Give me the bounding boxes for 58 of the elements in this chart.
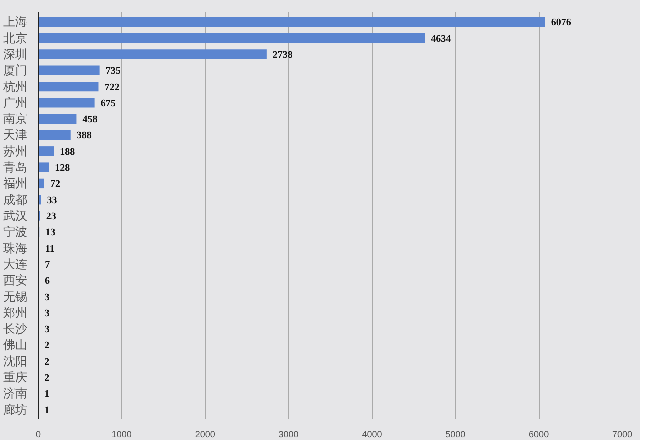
data-label: 6076 [551, 18, 572, 29]
y-tick-label: 佛山 [4, 338, 28, 352]
y-tick-label: 郑州 [4, 306, 28, 320]
data-label: 388 [76, 130, 92, 142]
data-label: 13 [46, 228, 56, 239]
y-tick-label: 上海 [4, 15, 28, 30]
data-label: 3 [44, 324, 50, 336]
data-label: 7 [45, 260, 50, 271]
y-tick-label: 西安 [4, 274, 28, 288]
y-tick-label: 青岛 [4, 160, 28, 175]
y-tick-label: 宁波 [4, 225, 28, 240]
x-tick-label: 0 [36, 430, 42, 440]
data-label: 2 [44, 340, 50, 352]
y-tick-label: 长沙 [4, 322, 28, 336]
x-tick-label: 4000 [362, 430, 382, 440]
x-tick-label: 2000 [195, 430, 216, 440]
y-tick-label: 苏州 [4, 144, 28, 158]
y-tick-label: 珠海 [4, 241, 28, 256]
data-label: 188 [60, 146, 76, 158]
data-label: 722 [104, 82, 120, 94]
y-tick-label: 成都 [4, 192, 28, 207]
data-label: 1 [44, 405, 50, 416]
data-label: 4634 [431, 34, 452, 45]
data-label: 72 [50, 179, 61, 190]
data-label: 735 [106, 66, 121, 78]
y-tick-label: 武汉 [4, 209, 28, 223]
y-tick-label: 广州 [4, 96, 28, 110]
y-tick-label: 北京 [4, 31, 28, 46]
y-tick-label: 厦门 [4, 64, 28, 78]
data-label: 128 [55, 163, 70, 174]
x-tick-label: 1000 [112, 430, 132, 440]
x-tick-label: 5000 [446, 430, 466, 440]
data-label: 23 [46, 212, 56, 222]
y-tick-label: 深圳 [4, 47, 28, 62]
data-label: 1 [44, 389, 50, 400]
y-tick-label: 福州 [4, 176, 28, 191]
x-tick-label: 6000 [529, 430, 550, 440]
data-label: 3 [44, 292, 50, 304]
data-label: 33 [47, 195, 58, 206]
y-tick-label: 天津 [4, 128, 28, 142]
y-tick-label: 廊坊 [4, 402, 28, 417]
y-tick-label: 南京 [4, 112, 28, 126]
data-label: 458 [82, 114, 98, 126]
x-tick-label: 3000 [278, 430, 299, 440]
data-label: 2 [44, 373, 50, 384]
data-label: 675 [100, 98, 116, 110]
data-label: 2738 [272, 50, 293, 61]
y-tick-label: 无锡 [4, 290, 28, 304]
data-label: 11 [45, 244, 55, 255]
y-tick-label: 大连 [4, 257, 28, 272]
y-tick-label: 杭州 [2, 80, 28, 94]
y-tick-label: 重庆 [4, 370, 28, 385]
y-tick-label: 济南 [4, 386, 28, 401]
y-tick-label: 沈阳 [4, 354, 28, 368]
x-tick-label: 7000 [612, 430, 633, 440]
data-label: 6 [45, 276, 50, 288]
data-label: 2 [44, 356, 50, 368]
data-label: 3 [44, 308, 50, 320]
